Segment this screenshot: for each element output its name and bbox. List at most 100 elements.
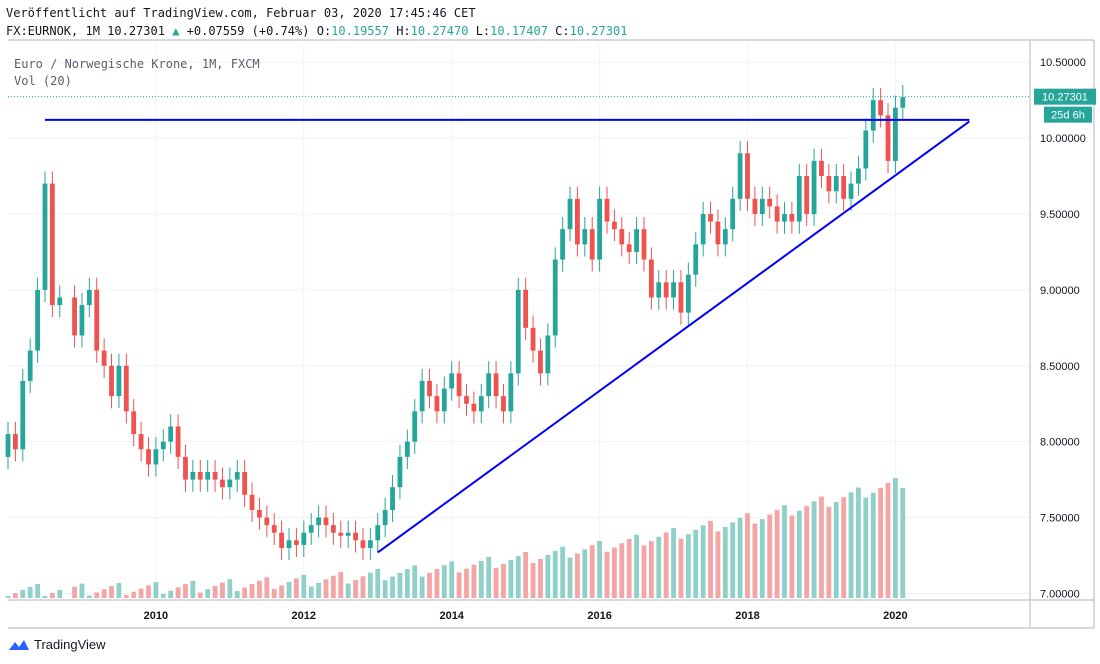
candle: [323, 517, 329, 526]
candle: [79, 305, 85, 336]
volume-bar: [663, 532, 669, 598]
candle: [146, 449, 151, 465]
candle: [153, 449, 159, 465]
candle: [190, 472, 196, 480]
drawing-lines: [8, 96, 1030, 554]
candle: [626, 244, 632, 252]
candle: [123, 365, 129, 412]
volume-bar: [94, 592, 100, 598]
volume-bar: [722, 526, 728, 598]
volume-bar: [57, 589, 63, 598]
high-value: 10.27470: [410, 24, 469, 38]
candle: [782, 213, 787, 222]
volume-bar: [641, 545, 647, 598]
volume-bar: [730, 522, 736, 598]
candle: [693, 244, 699, 275]
volume-bar: [552, 550, 558, 598]
candle: [175, 426, 181, 457]
volume-bar: [190, 580, 196, 598]
volume-bar: [900, 487, 906, 598]
candle: [234, 472, 240, 480]
volume-bar: [360, 576, 366, 598]
volume-bar: [183, 584, 188, 598]
candle: [863, 130, 869, 169]
tradingview-icon: [9, 639, 29, 650]
volume-bar: [597, 540, 603, 598]
candle: [330, 525, 336, 533]
candles: [5, 84, 906, 561]
countdown-label: 25d 6h: [1051, 110, 1085, 122]
volume-bar: [353, 579, 358, 598]
volume-bar: [79, 583, 85, 598]
volume-bar: [796, 510, 802, 598]
volume-bar: [441, 565, 447, 598]
volume-bar: [656, 536, 662, 598]
last-price-label: 10.27301: [1042, 92, 1088, 104]
price-tick-label: 9.50000: [1040, 209, 1080, 221]
candle: [745, 153, 750, 199]
candle: [759, 198, 765, 214]
volume-bar: [220, 582, 225, 598]
volume-bar: [212, 585, 218, 598]
volume-bar: [885, 482, 891, 598]
volume-bar: [863, 497, 869, 598]
volume-bar: [819, 496, 824, 598]
candle: [523, 289, 529, 328]
candle: [833, 176, 839, 192]
last-price-label-bg: [1034, 88, 1096, 105]
price-tick-label: 9.00000: [1040, 285, 1080, 297]
candle: [478, 396, 484, 412]
volume-bar: [123, 594, 129, 598]
up-arrow-icon: ▲: [172, 24, 180, 38]
price-tick-label: 8.50000: [1040, 361, 1080, 373]
candle: [138, 434, 144, 450]
volume-indicator-label: Vol (20): [14, 74, 72, 88]
volume-bar: [153, 582, 159, 598]
volume-bar: [205, 589, 211, 598]
candle: [464, 396, 469, 404]
candle: [345, 532, 351, 536]
candle: [663, 282, 669, 298]
volume-bar: [101, 589, 107, 598]
volume-bar: [345, 583, 351, 598]
candle: [471, 403, 477, 412]
candle: [57, 297, 63, 306]
price-tick-label: 10.00000: [1040, 133, 1086, 145]
time-tick-label: 2014: [439, 610, 464, 622]
price-tick-label: 7.50000: [1040, 513, 1080, 525]
candle: [404, 441, 410, 457]
candle: [449, 373, 455, 389]
volume-bar: [560, 546, 566, 598]
symbol-ohlc-bar: FX:EURNOK, 1M 10.27301 ▲ +0.07559 (+0.74…: [6, 24, 627, 38]
candle: [456, 373, 462, 397]
candle: [197, 472, 203, 480]
volume-bar: [35, 583, 40, 598]
candle: [722, 229, 728, 245]
time-tick-label: 2018: [735, 610, 759, 622]
candle: [589, 229, 595, 260]
candle: [796, 176, 802, 222]
candle: [737, 153, 743, 199]
candle: [515, 289, 521, 374]
volume-bar: [604, 551, 610, 598]
candle: [678, 282, 684, 313]
volume-bar: [545, 554, 551, 598]
candle: [611, 221, 617, 230]
volume-bar: [567, 557, 573, 598]
volume-bar: [685, 534, 691, 598]
volume-bar: [626, 539, 632, 598]
time-tick-label: 2016: [587, 610, 611, 622]
candle: [493, 373, 499, 397]
candle: [205, 472, 211, 480]
tradingview-logo[interactable]: TradingView: [8, 637, 106, 652]
candle: [27, 350, 33, 381]
volume-bar: [419, 576, 425, 598]
volume-bar: [715, 531, 721, 598]
candle: [560, 229, 566, 260]
candle: [183, 456, 188, 480]
candle: [752, 198, 758, 214]
candle: [575, 198, 580, 245]
chart-title: Euro / Norwegische Krone, 1M, FXCM: [14, 57, 260, 71]
volume-bar: [227, 579, 233, 598]
